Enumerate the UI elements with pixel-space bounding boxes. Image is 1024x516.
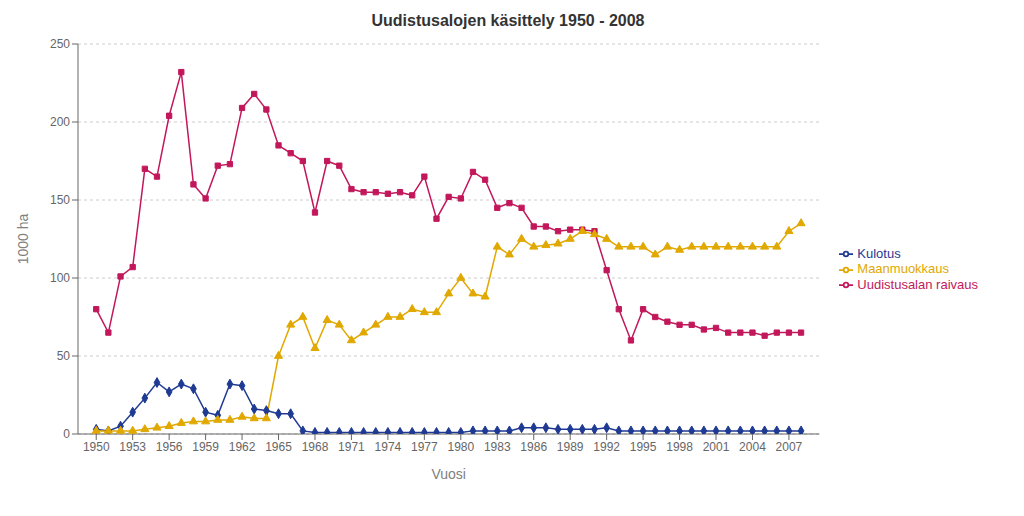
svg-text:1980: 1980 — [447, 440, 474, 454]
svg-text:1971: 1971 — [338, 440, 365, 454]
svg-text:250: 250 — [50, 37, 70, 51]
html-text:Maanmuokkaus: Maanmuokkaus — [857, 261, 950, 277]
svg-text:2007: 2007 — [776, 440, 803, 454]
svg-text:1974: 1974 — [375, 440, 402, 454]
svg-text:1968: 1968 — [302, 440, 329, 454]
svg-text:1992: 1992 — [593, 440, 620, 454]
svg-text:Vuosi: Vuosi — [431, 466, 466, 482]
html-text:Uudistusalojen käsittely 1950: Uudistusalojen käsittely 1950 - 2008 — [371, 12, 645, 29]
svg-text:1977: 1977 — [411, 440, 438, 454]
svg-text:1953: 1953 — [119, 440, 146, 454]
svg-text:200: 200 — [50, 115, 70, 129]
svg-text:0: 0 — [63, 427, 70, 441]
svg-text:50: 50 — [57, 349, 71, 363]
html-text:Kulotus: Kulotus — [857, 245, 901, 261]
svg-text:1983: 1983 — [484, 440, 511, 454]
svg-text:100: 100 — [50, 271, 70, 285]
svg-text:1956: 1956 — [156, 440, 183, 454]
svg-text:1965: 1965 — [265, 440, 292, 454]
svg-text:150: 150 — [50, 193, 70, 207]
svg-text:2004: 2004 — [739, 440, 766, 454]
svg-text:1962: 1962 — [229, 440, 256, 454]
svg-text:1998: 1998 — [666, 440, 693, 454]
svg-text:1000 ha: 1000 ha — [15, 213, 31, 264]
svg-text:1989: 1989 — [557, 440, 584, 454]
svg-text:1950: 1950 — [83, 440, 110, 454]
svg-text:2001: 2001 — [703, 440, 730, 454]
svg-text:1995: 1995 — [630, 440, 657, 454]
html-text:Uudistusalan raivaus: Uudistusalan raivaus — [857, 276, 978, 292]
svg-text:1959: 1959 — [192, 440, 219, 454]
svg-text:1986: 1986 — [520, 440, 547, 454]
